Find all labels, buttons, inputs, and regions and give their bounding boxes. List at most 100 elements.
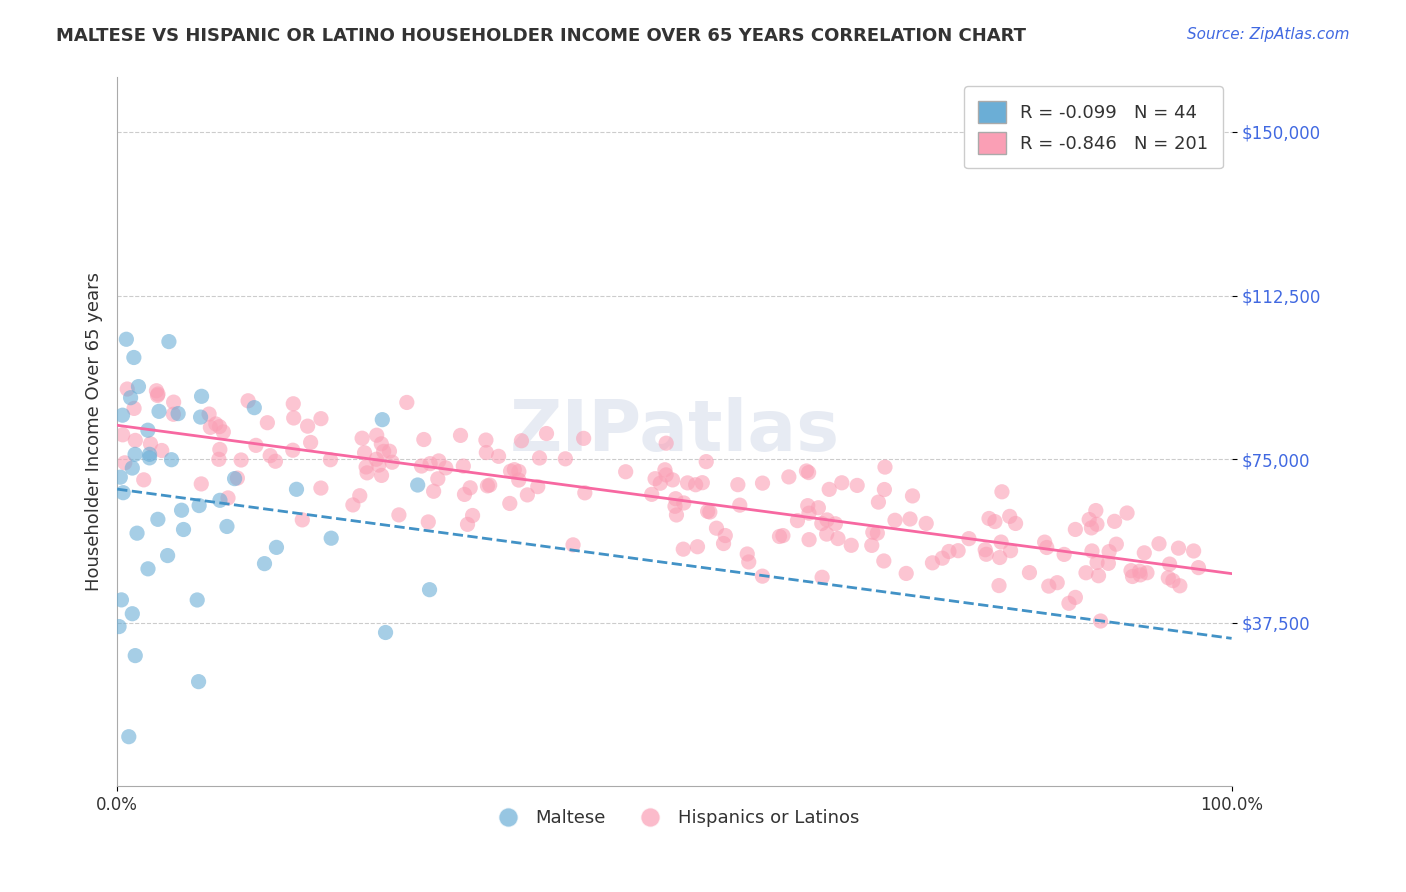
- Maltese: [406, 478, 429, 492]
- Hispanics or Latinos: [655, 467, 678, 482]
- Hispanics or Latinos: [713, 536, 735, 550]
- Hispanics or Latinos: [661, 473, 683, 487]
- Hispanics or Latinos: [1119, 564, 1142, 578]
- Hispanics or Latinos: [901, 489, 924, 503]
- Hispanics or Latinos: [1116, 506, 1139, 520]
- Hispanics or Latinos: [1133, 546, 1156, 560]
- Hispanics or Latinos: [526, 480, 548, 494]
- Hispanics or Latinos: [111, 427, 134, 442]
- Hispanics or Latinos: [132, 473, 155, 487]
- Maltese: [115, 332, 138, 346]
- Hispanics or Latinos: [299, 435, 322, 450]
- Maltese: [120, 391, 142, 405]
- Hispanics or Latinos: [1105, 537, 1128, 551]
- Hispanics or Latinos: [499, 464, 522, 478]
- Maltese: [111, 408, 134, 422]
- Maltese: [148, 404, 170, 418]
- Hispanics or Latinos: [256, 416, 278, 430]
- Hispanics or Latinos: [984, 515, 1007, 529]
- Hispanics or Latinos: [122, 401, 145, 416]
- Hispanics or Latinos: [366, 452, 388, 467]
- Hispanics or Latinos: [1085, 517, 1108, 532]
- Hispanics or Latinos: [245, 438, 267, 452]
- Hispanics or Latinos: [426, 472, 449, 486]
- Hispanics or Latinos: [810, 516, 832, 531]
- Hispanics or Latinos: [461, 508, 484, 523]
- Hispanics or Latinos: [1074, 566, 1097, 580]
- Hispanics or Latinos: [1053, 548, 1076, 562]
- Legend: Maltese, Hispanics or Latinos: Maltese, Hispanics or Latinos: [482, 802, 866, 834]
- Maltese: [321, 531, 343, 545]
- Hispanics or Latinos: [259, 449, 281, 463]
- Hispanics or Latinos: [309, 481, 332, 495]
- Maltese: [138, 447, 160, 461]
- Maltese: [108, 619, 131, 633]
- Hispanics or Latinos: [714, 528, 737, 542]
- Hispanics or Latinos: [1087, 568, 1109, 582]
- Hispanics or Latinos: [145, 384, 167, 398]
- Hispanics or Latinos: [283, 397, 305, 411]
- Text: ZIPatlas: ZIPatlas: [509, 398, 839, 467]
- Hispanics or Latinos: [654, 463, 676, 477]
- Hispanics or Latinos: [735, 547, 758, 561]
- Hispanics or Latinos: [1084, 503, 1107, 517]
- Maltese: [124, 447, 146, 461]
- Hispanics or Latinos: [475, 433, 498, 447]
- Hispanics or Latinos: [921, 556, 943, 570]
- Maltese: [208, 493, 231, 508]
- Hispanics or Latinos: [217, 491, 239, 505]
- Maltese: [215, 519, 238, 533]
- Hispanics or Latinos: [1187, 560, 1209, 574]
- Maltese: [167, 407, 190, 421]
- Hispanics or Latinos: [200, 420, 222, 434]
- Maltese: [190, 389, 212, 403]
- Maltese: [121, 607, 143, 621]
- Hispanics or Latinos: [1129, 568, 1152, 582]
- Hispanics or Latinos: [572, 431, 595, 445]
- Maltese: [118, 730, 141, 744]
- Hispanics or Latinos: [931, 551, 953, 566]
- Hispanics or Latinos: [1064, 591, 1087, 605]
- Hispanics or Latinos: [672, 496, 695, 510]
- Hispanics or Latinos: [1161, 574, 1184, 588]
- Hispanics or Latinos: [146, 387, 169, 401]
- Hispanics or Latinos: [644, 472, 666, 486]
- Hispanics or Latinos: [868, 495, 890, 509]
- Hispanics or Latinos: [342, 498, 364, 512]
- Hispanics or Latinos: [1080, 521, 1102, 535]
- Hispanics or Latinos: [786, 514, 808, 528]
- Hispanics or Latinos: [453, 459, 475, 474]
- Maltese: [188, 499, 211, 513]
- Hispanics or Latinos: [434, 461, 457, 475]
- Hispanics or Latinos: [381, 455, 404, 469]
- Maltese: [419, 582, 441, 597]
- Hispanics or Latinos: [378, 444, 401, 458]
- Maltese: [266, 541, 288, 555]
- Hispanics or Latinos: [139, 437, 162, 451]
- Hispanics or Latinos: [422, 484, 444, 499]
- Hispanics or Latinos: [977, 511, 1000, 525]
- Hispanics or Latinos: [412, 433, 434, 447]
- Hispanics or Latinos: [162, 395, 184, 409]
- Hispanics or Latinos: [1046, 575, 1069, 590]
- Maltese: [112, 485, 135, 500]
- Maltese: [190, 410, 212, 425]
- Hispanics or Latinos: [824, 516, 846, 531]
- Hispanics or Latinos: [475, 445, 498, 459]
- Maltese: [122, 351, 145, 365]
- Hispanics or Latinos: [1167, 541, 1189, 556]
- Hispanics or Latinos: [150, 443, 173, 458]
- Hispanics or Latinos: [499, 496, 522, 510]
- Hispanics or Latinos: [453, 487, 475, 501]
- Hispanics or Latinos: [846, 478, 869, 492]
- Hispanics or Latinos: [349, 489, 371, 503]
- Maltese: [146, 512, 169, 526]
- Hispanics or Latinos: [815, 527, 838, 541]
- Hispanics or Latinos: [236, 393, 259, 408]
- Hispanics or Latinos: [685, 477, 707, 491]
- Hispanics or Latinos: [614, 465, 637, 479]
- Text: MALTESE VS HISPANIC OR LATINO HOUSEHOLDER INCOME OVER 65 YEARS CORRELATION CHART: MALTESE VS HISPANIC OR LATINO HOUSEHOLDE…: [56, 27, 1026, 45]
- Hispanics or Latinos: [419, 457, 441, 471]
- Maltese: [374, 625, 396, 640]
- Maltese: [160, 452, 183, 467]
